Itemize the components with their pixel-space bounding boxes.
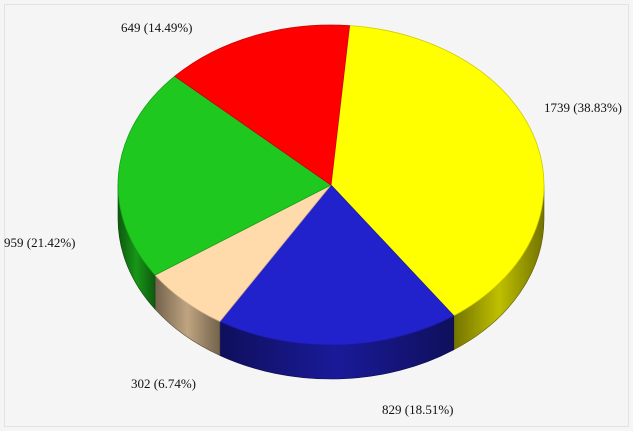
slice-label-0: 1739 (38.83%) [544,100,622,115]
slice-label-3: 959 (21.42%) [4,235,76,250]
pie-side-walls [117,184,545,380]
slice-label-4: 649 (14.49%) [121,20,193,35]
pie-labels: 1739 (38.83%) 829 (18.51%) 302 (6.74%) 959 … [4,20,622,417]
pie-slice-0 [330,25,545,317]
slice-label-2: 302 (6.74%) [131,376,196,391]
pie-slice-1 [219,184,455,346]
pie-top [117,24,545,346]
pie-slice-4 [174,24,351,186]
slice-label-1: 829 (18.51%) [382,402,454,417]
pie-slice-3 [117,75,332,276]
